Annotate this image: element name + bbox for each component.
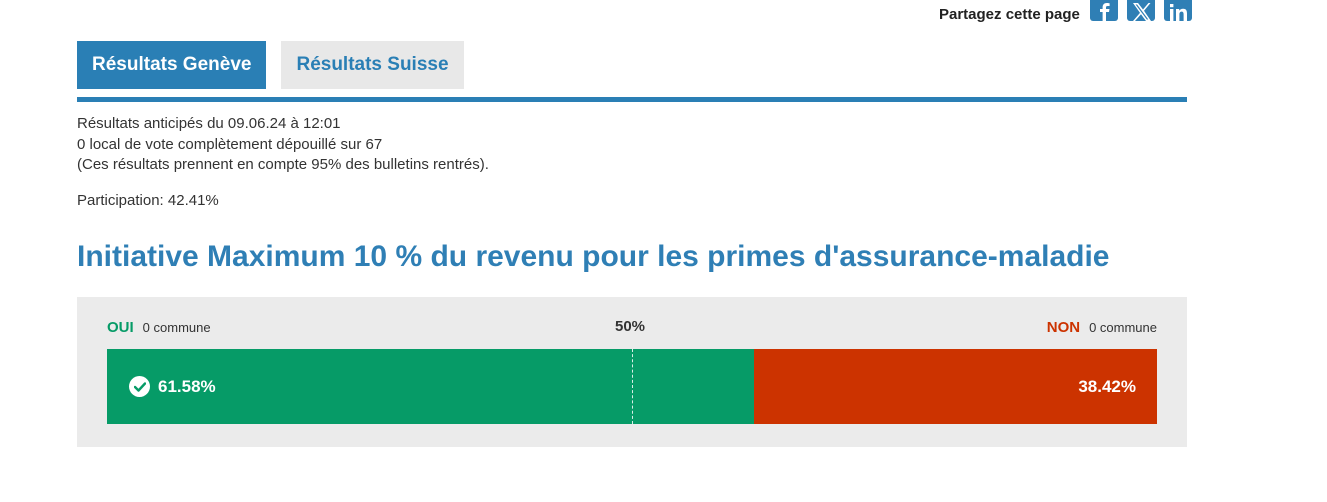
no-header: NON 0 commune xyxy=(1047,319,1157,336)
yes-percentage: 61.58% xyxy=(158,376,216,396)
results-timestamp: Résultats anticipés du 09.06.24 à 12:01 xyxy=(77,115,341,132)
yes-communes: 0 commune xyxy=(142,320,211,335)
share-label: Partagez cette page xyxy=(939,6,1080,23)
no-label: NON xyxy=(1046,319,1081,336)
ballots-note: (Ces résultats prennent en compte 95% de… xyxy=(77,156,489,173)
check-circle-icon xyxy=(129,376,150,397)
result-bar: 61.58% 38.42% xyxy=(107,349,1157,424)
fifty-percent-line xyxy=(632,349,633,424)
yes-header: OUI 0 commune xyxy=(107,319,211,336)
no-communes: 0 commune xyxy=(1089,320,1157,335)
no-percentage: 38.42% xyxy=(1078,376,1136,396)
facebook-icon[interactable] xyxy=(1089,0,1118,21)
yes-bar-segment: 61.58% xyxy=(107,349,754,424)
counting-status: 0 local de vote complètement dépouillé s… xyxy=(77,135,383,153)
results-tabs: Résultats Genève Résultats Suisse xyxy=(77,41,479,89)
participation-rate: Participation: 42.41% xyxy=(77,192,219,209)
results-info: Résultats anticipés du 09.06.24 à 12:01 … xyxy=(77,114,489,176)
half-marker-label: 50% xyxy=(615,318,646,335)
yes-label: OUI xyxy=(107,319,134,336)
vote-title: Initiative Maximum 10 % du revenu pour l… xyxy=(77,240,1110,273)
tab-resultats-suisse[interactable]: Résultats Suisse xyxy=(281,41,464,89)
result-panel: OUI 0 commune 50% NON 0 commune 61.58% 3… xyxy=(77,297,1187,447)
tab-resultats-geneve[interactable]: Résultats Genève xyxy=(77,41,267,89)
share-bar: Partagez cette page xyxy=(939,0,1192,23)
tabs-divider xyxy=(77,97,1187,102)
x-icon[interactable] xyxy=(1126,0,1155,21)
linkedin-icon[interactable] xyxy=(1163,0,1192,21)
no-bar-segment: 38.42% xyxy=(753,349,1157,424)
